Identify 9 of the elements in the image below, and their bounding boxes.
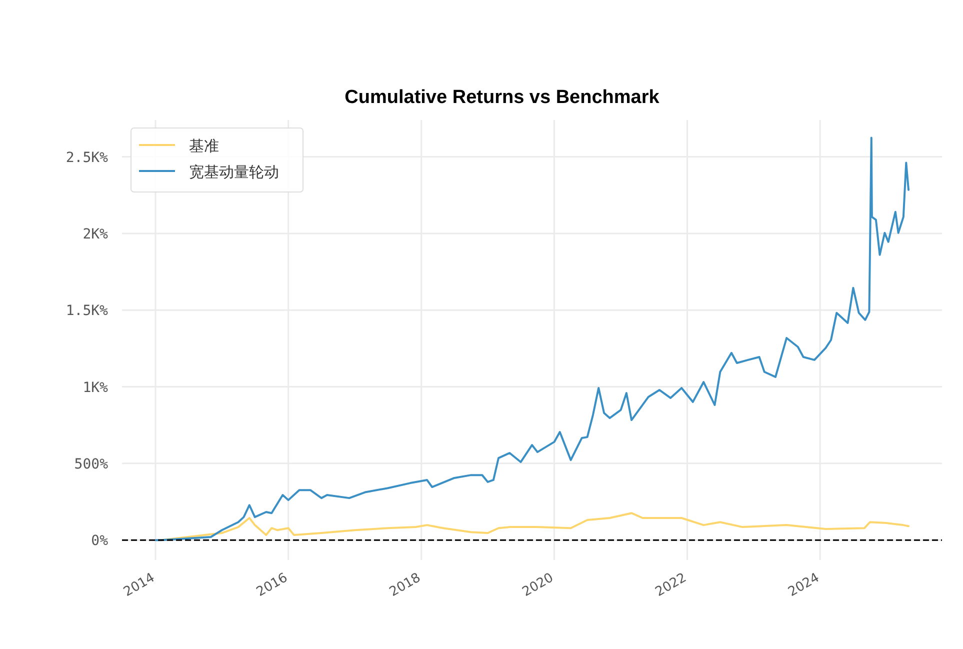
y-tick-label: 500% <box>74 456 109 472</box>
chart-title: Cumulative Returns vs Benchmark <box>344 87 660 108</box>
y-tick-label: 1.5K% <box>66 303 109 320</box>
y-tick-label: 2.5K% <box>66 150 109 166</box>
y-tick-label: 2K% <box>82 226 109 242</box>
legend-label: 基准 <box>189 137 219 155</box>
y-tick-label: 0% <box>91 533 109 550</box>
legend-label: 宽基动量轮动 <box>189 163 279 181</box>
y-tick-label: 1K% <box>82 380 109 396</box>
